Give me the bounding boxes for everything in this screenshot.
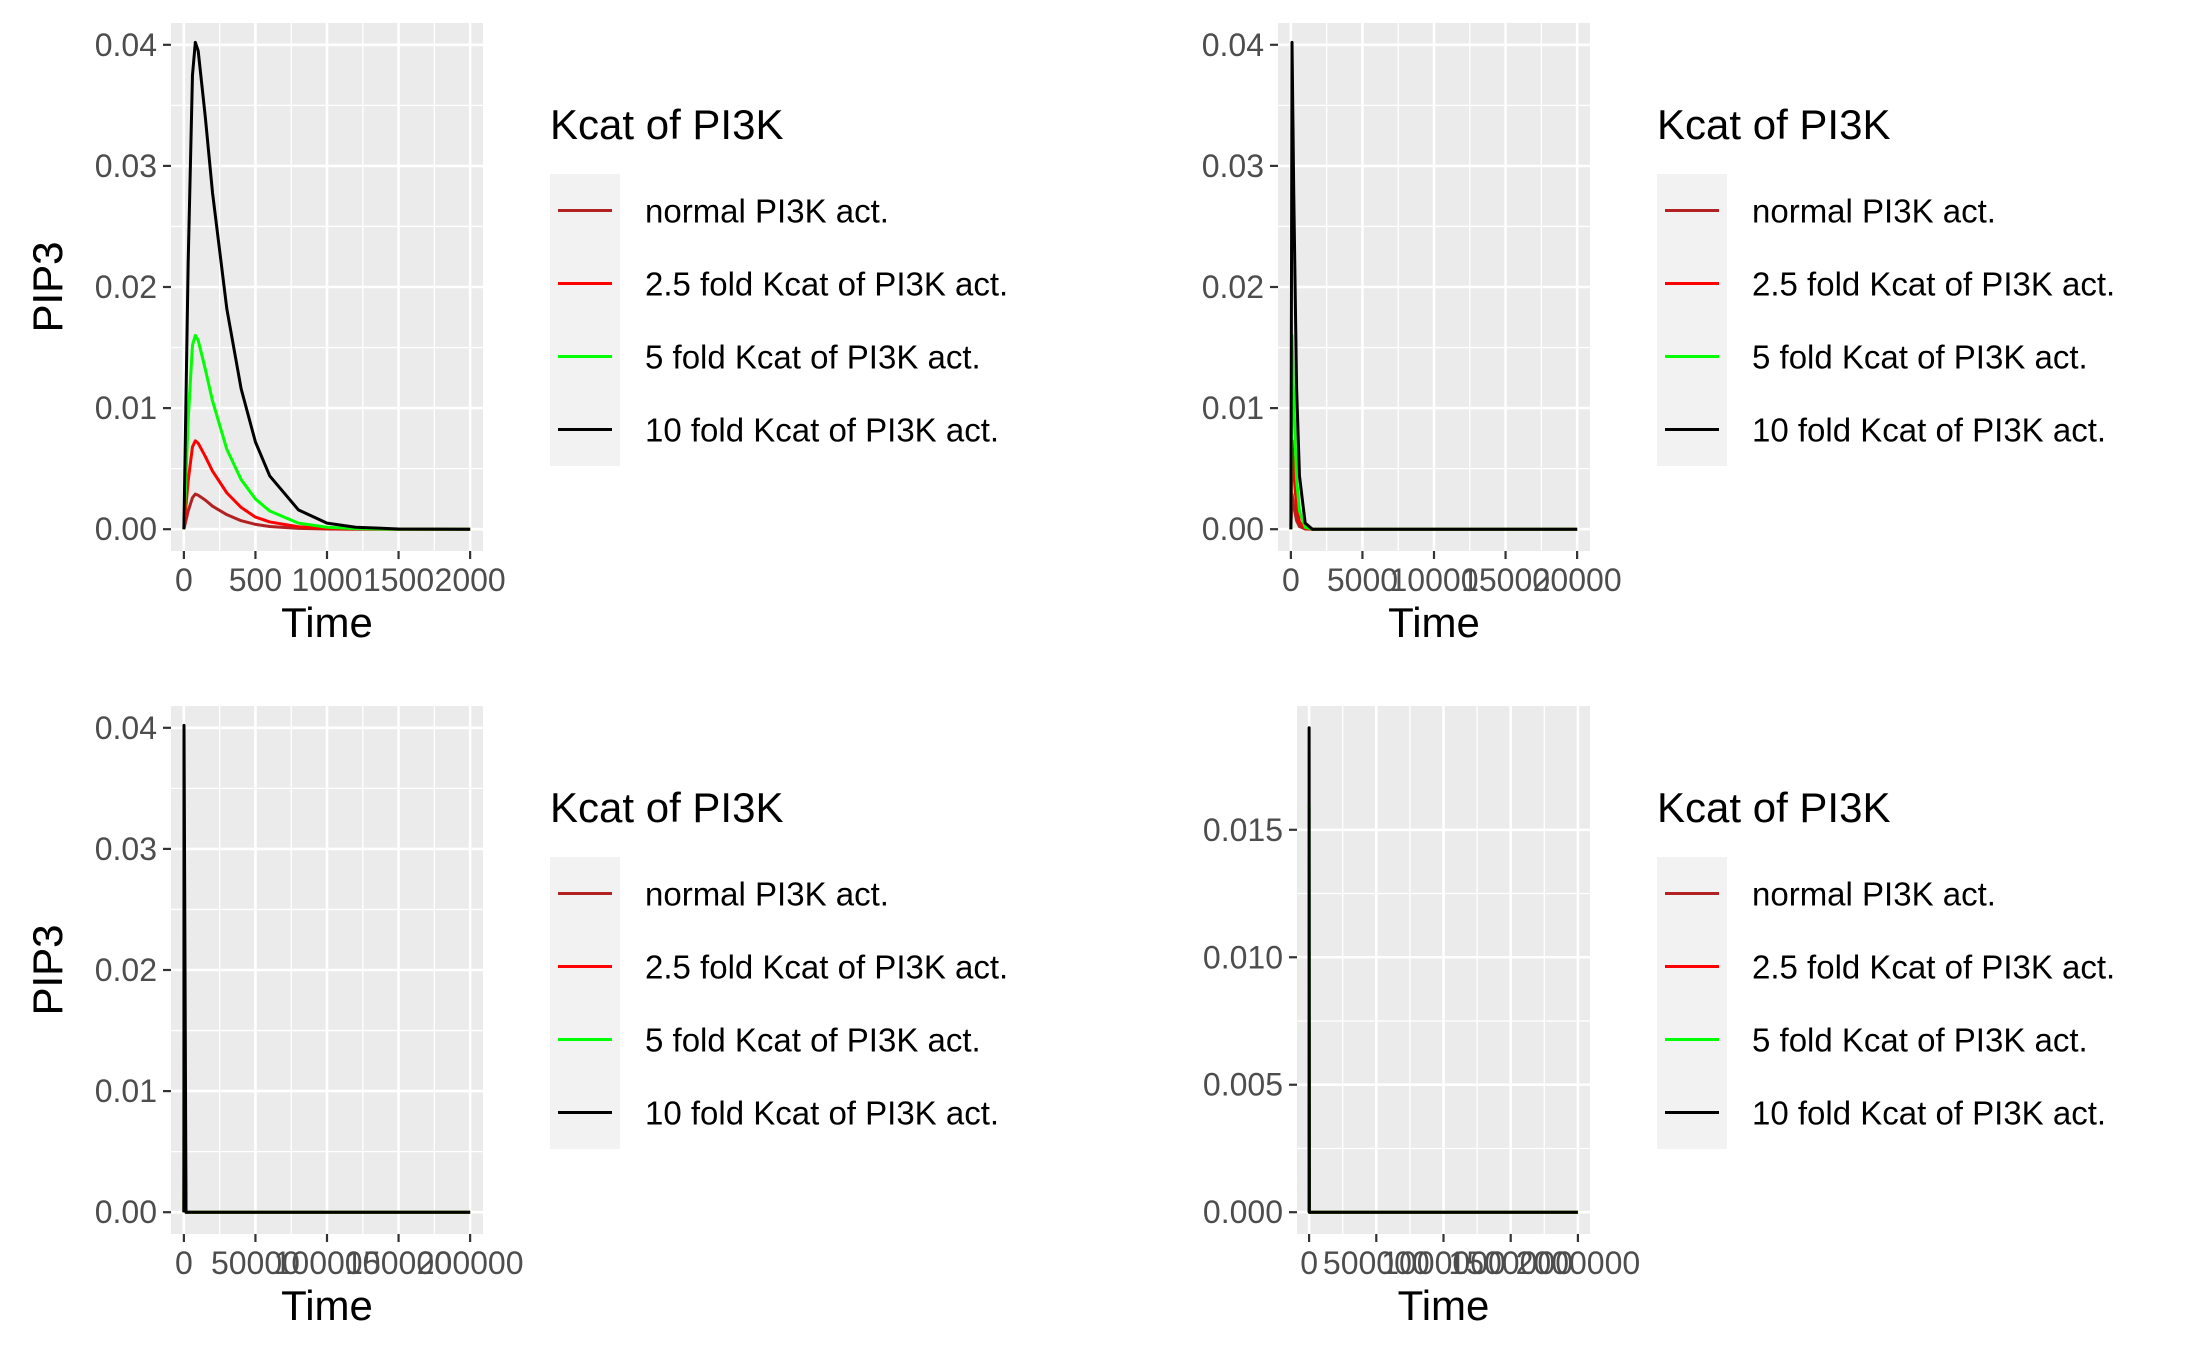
- y-tick-label: 0.005: [1203, 1067, 1283, 1103]
- y-tick-label: 0.02: [1202, 269, 1264, 305]
- legend-label: 10 fold Kcat of PI3K act.: [1752, 1095, 2106, 1132]
- legend-label: 2.5 fold Kcat of PI3K act.: [645, 949, 1008, 986]
- y-tick-label: 0.015: [1203, 812, 1283, 848]
- y-tick-label: 0.04: [95, 710, 157, 746]
- x-tick-label: 5000: [1327, 562, 1398, 598]
- legend-label: 5 fold Kcat of PI3K act.: [1752, 1022, 2088, 1059]
- y-tick-label: 0.02: [95, 952, 157, 988]
- series-line: [1307, 726, 1578, 1214]
- x-tick-label: 2000: [435, 562, 506, 598]
- y-axis-title: PIP3: [24, 241, 71, 332]
- legend-title: Kcat of PI3K: [550, 784, 783, 831]
- x-axis-title: Time: [1388, 599, 1480, 646]
- legend-title: Kcat of PI3K: [550, 101, 783, 148]
- x-tick-label: 50000: [211, 1245, 300, 1281]
- x-tick-label: 0: [175, 562, 193, 598]
- y-tick-label: 0.04: [95, 27, 157, 63]
- x-tick-label: 2000000: [1516, 1245, 1641, 1281]
- y-tick-label: 0.03: [95, 148, 157, 184]
- y-tick-label: 0.01: [1202, 390, 1264, 426]
- series-line: [182, 40, 471, 531]
- legend-label: normal PI3K act.: [645, 193, 889, 230]
- y-tick-label: 0.04: [1202, 27, 1264, 63]
- legend-label: 5 fold Kcat of PI3K act.: [645, 1022, 981, 1059]
- y-tick-label: 0.03: [1202, 148, 1264, 184]
- y-tick-label: 0.03: [95, 831, 157, 867]
- x-tick-label: 0: [175, 1245, 193, 1281]
- x-tick-label: 0: [1300, 1245, 1318, 1281]
- legend-label: 10 fold Kcat of PI3K act.: [645, 412, 999, 449]
- x-tick-label: 15000: [1461, 562, 1550, 598]
- y-tick-label: 0.01: [95, 1073, 157, 1109]
- x-tick-label: 500000: [1323, 1245, 1430, 1281]
- x-tick-label: 1500000: [1448, 1245, 1573, 1281]
- series-line: [182, 333, 471, 531]
- legend-title: Kcat of PI3K: [1657, 784, 1890, 831]
- y-tick-label: 0.000: [1203, 1194, 1283, 1230]
- legend-label: normal PI3K act.: [1752, 193, 1996, 230]
- x-axis-title: Time: [281, 599, 373, 646]
- x-tick-label: 20000: [1533, 562, 1622, 598]
- x-tick-label: 1000: [291, 562, 362, 598]
- legend-label: 10 fold Kcat of PI3K act.: [1752, 412, 2106, 449]
- y-tick-label: 0.00: [95, 1194, 157, 1230]
- y-tick-label: 0.00: [95, 511, 157, 547]
- legend: Kcat of PI3K normal PI3K act. 2.5 fold Kca…: [550, 784, 1008, 1149]
- series-line: [1289, 40, 1578, 531]
- chart-panel: 0.000.010.020.030.040 5000100001500020000…: [24, 23, 2115, 646]
- series-line: [182, 723, 471, 1214]
- legend-label: 2.5 fold Kcat of PI3K act.: [1752, 266, 2115, 303]
- legend-label: 2.5 fold Kcat of PI3K act.: [645, 266, 1008, 303]
- legend-label: normal PI3K act.: [1752, 876, 1996, 913]
- legend-label: 5 fold Kcat of PI3K act.: [645, 339, 981, 376]
- y-tick-label: 0.02: [95, 269, 157, 305]
- legend-label: 5 fold Kcat of PI3K act.: [1752, 339, 2088, 376]
- y-tick-label: 0.00: [1202, 511, 1264, 547]
- y-tick-label: 0.01: [95, 390, 157, 426]
- chart-panel: 0.00 0.01 0.02 0.03 0.04 0 5000010000015000020…: [24, 706, 1008, 1329]
- chart-panel: 0.00 0.01 0.02 0.03 0.04 0 500 1000 1500 2000 Time…: [24, 23, 1008, 646]
- x-axis-title: Time: [1398, 1282, 1490, 1329]
- y-tick-label: 0.010: [1203, 939, 1283, 975]
- x-tick-label: 150000: [345, 1245, 452, 1281]
- legend-title: Kcat of PI3K: [1657, 101, 1890, 148]
- y-axis-title: PIP3: [24, 924, 71, 1015]
- y-axis-title: PIP3: [24, 241, 71, 332]
- legend-label: 2.5 fold Kcat of PI3K act.: [1752, 949, 2115, 986]
- legend: Kcat of PI3K normal PI3K act. 2.5 fold Kca…: [1657, 101, 2115, 466]
- x-tick-label: 500: [229, 562, 282, 598]
- x-axis-title: Time: [281, 1282, 373, 1329]
- x-tick-label: 1000000: [1381, 1245, 1506, 1281]
- y-axis-title: PIP3: [24, 924, 71, 1015]
- x-tick-label: 10000: [1390, 562, 1479, 598]
- legend: Kcat of PI3K normal PI3K act. 2.5 fold Kca…: [1657, 784, 2115, 1149]
- x-tick-label: 0: [1282, 562, 1300, 598]
- legend: Kcat of PI3K normal PI3K act. 2.5 fold Kca…: [550, 101, 1008, 466]
- x-tick-label: 200000: [417, 1245, 524, 1281]
- legend-label: normal PI3K act.: [645, 876, 889, 913]
- legend-label: 10 fold Kcat of PI3K act.: [645, 1095, 999, 1132]
- x-tick-label: 1500: [363, 562, 434, 598]
- x-tick-label: 100000: [274, 1245, 381, 1281]
